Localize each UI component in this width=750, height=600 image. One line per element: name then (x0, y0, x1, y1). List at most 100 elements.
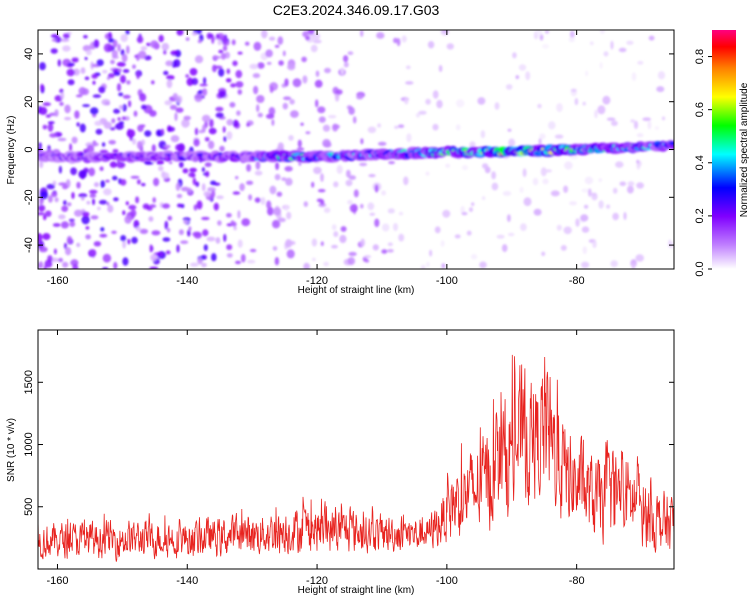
snr-y-tick-label: 500 (23, 498, 35, 516)
spectrogram-noise-blob (360, 30, 364, 37)
spectrogram-noise-blob (394, 125, 399, 129)
spectrogram-noise-blob (169, 104, 178, 110)
spectrogram-noise-blob (284, 205, 289, 211)
spectrogram-noise-blob (49, 133, 57, 138)
spectrogram-noise-blob (348, 106, 355, 115)
spectrogram-noise-blob (554, 134, 564, 139)
spectrogram-noise-blob (471, 202, 475, 207)
spectrogram-noise-blob (125, 201, 129, 206)
spectrogram-noise-blob (84, 76, 90, 81)
spectrogram-noise-blob (144, 130, 152, 137)
spectrogram-noise-blob (286, 249, 295, 259)
spectrogram-noise-blob (588, 188, 592, 197)
spectrogram-y-tick-label: -20 (23, 189, 35, 205)
spectrogram-noise-blob (589, 41, 594, 46)
spectrogram-noise-blob (532, 177, 539, 186)
spectrogram-noise-blob (51, 38, 57, 42)
spectrogram-noise-blob (273, 220, 278, 227)
spectrogram-noise-blob (218, 90, 227, 98)
spectrogram-noise-blob (206, 32, 212, 40)
spectrogram-noise-blob (627, 181, 635, 187)
spectrogram-noise-blob (563, 226, 572, 235)
spectrogram-noise-blob (310, 44, 318, 53)
spectrogram-noise-blob (271, 119, 275, 126)
spectrogram-noise-blob (215, 33, 220, 39)
spectrogram-noise-blob (80, 67, 86, 74)
spectrogram-noise-blob (256, 104, 260, 113)
spectrogram-noise-blob (156, 252, 164, 257)
spectrogram-noise-blob (64, 104, 71, 114)
spectrogram-noise-blob (101, 142, 106, 147)
spectrogram-noise-blob (66, 235, 73, 244)
spectrogram-noise-blob (656, 86, 665, 93)
spectrogram-noise-blob (205, 170, 210, 178)
spectrogram-noise-blob (292, 78, 302, 88)
spectrogram-noise-blob (132, 64, 136, 69)
spectrogram-noise-blob (74, 110, 80, 119)
spectrogram-noise-blob (668, 239, 672, 248)
spectrogram-noise-blob (269, 85, 274, 93)
spectrogram-noise-blob (508, 138, 516, 147)
spectrogram-noise-blob (432, 90, 439, 99)
spectrogram-noise-blob (201, 167, 205, 173)
spectrogram-noise-blob (212, 64, 217, 73)
spectrogram-noise-blob (254, 170, 263, 176)
spectrogram-noise-blob (122, 104, 127, 112)
spectrogram-noise-blob (300, 122, 304, 126)
spectrogram-noise-blob (425, 171, 430, 176)
spectrogram-noise-blob (78, 170, 87, 179)
spectrogram-noise-blob (76, 181, 81, 189)
spectrogram-noise-blob (569, 30, 575, 39)
spectrogram-noise-blob (106, 76, 111, 80)
spectrogram-noise-blob (146, 42, 151, 47)
spectrogram-noise-blob (39, 191, 49, 200)
spectrogram-axes: -160 -140 -120 -100 -80 -40 -20 0 20 40 (23, 30, 674, 287)
spectrogram-noise-blob (42, 102, 51, 107)
spectrogram-noise-blob (197, 257, 203, 265)
spectrogram-noise-blob (130, 209, 137, 217)
colorbar-tick-label: 0.6 (694, 102, 706, 117)
spectrogram-noise-blob (356, 94, 364, 100)
spectrogram-noise-blob (108, 31, 112, 39)
spectrogram-noise-blob (165, 60, 174, 67)
spectrogram-noise-blob (405, 81, 414, 85)
spectrogram-noise-blob (501, 244, 508, 253)
spectrogram-noise-blob (92, 142, 99, 147)
spectrogram-noise-blob (539, 34, 544, 41)
spectrogram-noise-blob (440, 240, 445, 247)
spectrogram-noise-blob (44, 259, 53, 268)
spectrogram-noise-blob (40, 83, 44, 91)
spectrogram-noise-blob (112, 149, 119, 154)
spectrogram-noise-blob (226, 253, 233, 258)
spectrogram-noise-blob (58, 182, 68, 186)
spectrogram-noise-blob (654, 126, 660, 130)
spectrogram-noise-blob (149, 244, 153, 253)
spectrogram-noise-blob (297, 139, 302, 148)
spectrogram-noise-blob (374, 184, 379, 193)
spectrogram-noise-blob (136, 71, 140, 80)
spectrogram-noise-blob (53, 248, 57, 255)
spectrogram-noise-blob (442, 209, 451, 218)
spectrogram-noise-blob (74, 209, 83, 217)
snr-axes: -160 -140 -120 -100 -80 500 1000 1500 (23, 330, 674, 587)
spectrogram-noise-blob (223, 136, 227, 142)
spectrogram-noise-blob (99, 166, 104, 171)
spectrogram-noise-blob (382, 223, 390, 232)
spectrogram-noise-blob (257, 62, 265, 69)
spectrogram-noise-blob (158, 165, 164, 172)
spectrogram-noise-blob (398, 124, 405, 128)
spectrogram-noise-blob (86, 144, 95, 154)
spectrogram-noise-blob (461, 212, 468, 216)
spectrogram-noise-blob (60, 92, 65, 100)
spectrogram-noise-blob (612, 187, 618, 194)
spectrogram-noise-blob (469, 207, 473, 213)
spectrogram-noise-blob (203, 77, 207, 85)
spectrogram-noise-blob (403, 176, 409, 186)
spectrogram-noise-blob (138, 50, 147, 59)
spectrogram-noise-blob (568, 37, 575, 43)
spectrogram-noise-blob (120, 75, 126, 84)
spectrogram-noise-blob (52, 180, 57, 186)
spectrogram-noise-blob (151, 230, 161, 236)
spectrogram-noise-blob (202, 88, 208, 96)
spectrogram-noise-blob (597, 105, 606, 115)
